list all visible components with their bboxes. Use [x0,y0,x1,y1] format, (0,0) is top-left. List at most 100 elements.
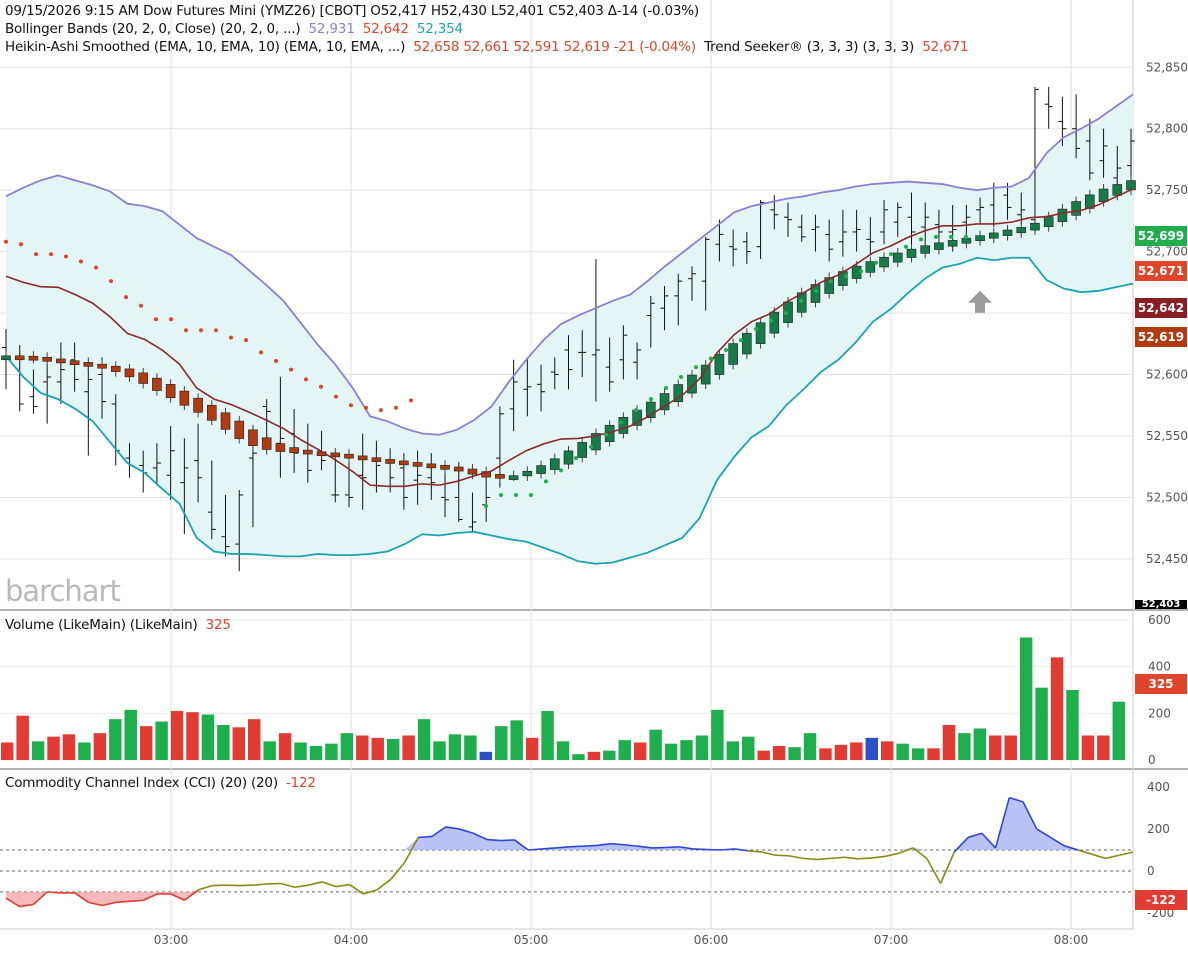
volume-bar [448,734,462,760]
trend-seeker-dot [394,405,398,410]
heikin-ashi-values: 52,658 52,661 52,591 52,619 -21 (-0.04%) [413,39,696,55]
volume-bar [217,725,230,760]
trend-seeker-label: Trend Seeker® (3, 3, 3) (3, 3, 3) [704,39,915,55]
trend-seeker-dot [499,492,503,497]
ha-candle [97,363,107,369]
cci-line-segment [994,797,1011,849]
trend-seeker-dot [109,279,113,284]
time-axis-label: 05:00 [514,933,549,947]
ha-candle [591,433,601,451]
cci-line-segment [1009,796,1024,803]
volume-bar [31,741,45,760]
price-axis-tick: 52,450 [1146,552,1188,566]
volume-bar [649,729,662,760]
ha-candle [728,343,738,365]
cci-overbought-fill [6,797,1133,850]
ohlc-bar [646,295,655,348]
ha-candle [659,393,670,411]
volume-bar [1019,637,1033,760]
ha-candle [56,358,66,364]
cci-line-segment [500,839,515,842]
ha-candle [275,443,286,452]
cci-line-segment [129,899,144,903]
volume-bar [495,726,508,760]
trend-seeker-dot [709,356,713,361]
ohlc-bar [1072,94,1081,159]
volume-bar [880,741,894,760]
cci-axis-tick: 400 [1147,780,1170,794]
ha-candle [1016,227,1027,234]
volume-bar [556,741,570,760]
ha-candle [42,356,52,362]
trend-seeker-dot [64,254,68,259]
trend-seeker-dot [769,318,773,323]
trend-seeker-dot [679,374,683,379]
ha-candle [330,452,341,458]
ha-candle [824,277,834,294]
trend-seeker-dot [124,295,128,300]
cci-line-segment [596,842,611,847]
ha-candle [206,404,217,421]
ha-candle [399,460,409,466]
cci-line-segment [569,845,584,848]
price-axis-tick: 52,850 [1146,60,1188,74]
ha-candle [248,429,258,446]
ha-candle [357,455,368,461]
volume-bar [356,735,369,760]
ohlc-bar [441,470,450,518]
bollinger-upper-line [5,93,1134,436]
price-label-trend-seeker: 52,671 [1135,261,1187,281]
ohlc-bar [591,259,600,402]
bollinger-band-fill [6,94,1133,564]
price-label-last: 52,403 [1135,600,1187,609]
trend-seeker-dot [214,328,218,333]
cci-axis-tick: 0 [1147,864,1155,878]
trend-seeker-dot [754,327,758,332]
time-axis-label: 07:00 [874,933,909,947]
ha-candle [989,232,999,239]
ohlc-bar [1030,86,1039,223]
volume-bar [973,728,987,760]
ha-candle [755,322,766,344]
trend-seeker-dot [379,408,383,413]
volume-bar [278,733,292,760]
ha-candle [261,437,272,450]
cci-line-segment [1077,849,1093,855]
trend-seeker-dot [949,234,953,239]
ha-candle [1043,216,1054,227]
volume-bar [695,735,709,760]
ohlc-bar [866,217,875,255]
ohlc-bar [976,197,985,225]
ha-candle [193,397,203,413]
cci-line-segment [19,903,34,908]
volume-bar [834,744,848,760]
cci-line-segment [74,892,89,904]
volume-bar [325,743,338,760]
volume-bar [433,741,446,760]
trend-seeker-dot [154,317,158,322]
header-quote-line: 09/15/2026 9:15 AM Dow Futures Mini (YMZ… [5,3,703,19]
volume-bar [525,737,539,760]
cci-title: Commodity Channel Index (CCI) (20) (20) [5,775,278,791]
ha-candle [453,466,464,472]
volume-bar [294,742,307,760]
bollinger-lower-value: 52,354 [416,21,463,37]
cci-line-segment [555,846,570,849]
volume-axis-tick: 600 [1148,613,1171,627]
trend-seeker-dot [889,252,893,257]
trend-seeker-value: 52,671 [922,39,969,55]
trend-seeker-dot [139,303,143,308]
cci-line-segment [170,893,186,901]
cci-line-segment [5,897,21,908]
volume-bar [942,725,956,760]
volume-bar [139,726,153,760]
ha-candle [742,332,752,355]
trend-seeker-dot [874,260,878,265]
cci-line-segment [32,891,48,906]
volume-bar [803,733,817,760]
volume-bar [78,742,91,760]
volume-bar [263,741,276,760]
ohlc-bar [715,219,724,262]
cci-line-segment [541,847,556,850]
